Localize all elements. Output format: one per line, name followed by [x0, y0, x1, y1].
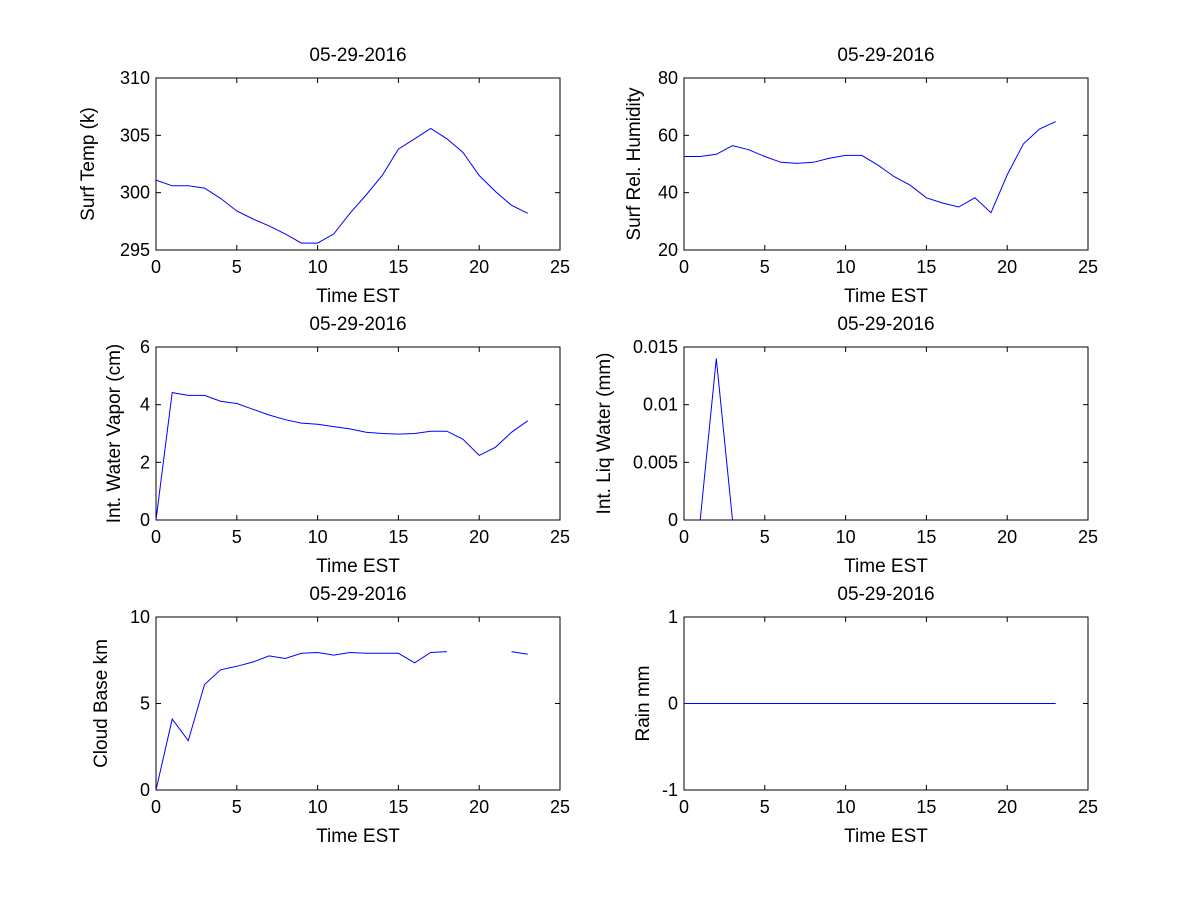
- y-tick-label: 0: [140, 510, 150, 530]
- y-tick-label: 4: [140, 395, 150, 415]
- chart-title: 05-29-2016: [309, 584, 406, 605]
- y-axis-label: Cloud Base km: [91, 639, 112, 768]
- x-axis-label: Time EST: [844, 286, 928, 307]
- x-tick-label: 5: [760, 527, 770, 547]
- subplot-4: 0 5 10 15 20 25 0 0.005 0.01 0.015 05-29-2016 Time …: [594, 314, 1098, 577]
- x-tick-label: 20: [469, 797, 489, 817]
- y-axis-label: Surf Rel. Humidity: [624, 87, 645, 241]
- x-tick-label: 20: [997, 797, 1017, 817]
- subplot-3: 0 5 10 15 20 25 0 2 4 6 05-29-2016 Time EST Int. Wat…: [104, 314, 570, 577]
- y-tick-label: 5: [140, 694, 150, 714]
- x-tick-label: 15: [388, 797, 408, 817]
- y-axis-label: Rain mm: [633, 665, 654, 741]
- series-line: [155, 651, 447, 791]
- x-tick-label: 0: [151, 797, 161, 817]
- series-line: [155, 127, 528, 244]
- series-line: [699, 358, 733, 521]
- x-tick-label: 25: [1078, 257, 1098, 277]
- x-axis-label: Time EST: [844, 556, 928, 577]
- y-tick-label: 0: [140, 780, 150, 800]
- x-tick-label: 10: [308, 797, 328, 817]
- y-tick-label: 0.01: [643, 395, 678, 415]
- x-tick-label: 20: [469, 257, 489, 277]
- x-tick-label: 20: [997, 257, 1017, 277]
- x-tick-label: 5: [760, 257, 770, 277]
- x-tick-label: 0: [679, 797, 689, 817]
- x-tick-label: 15: [388, 527, 408, 547]
- x-axis-label: Time EST: [316, 556, 400, 577]
- plot-area: [683, 77, 1089, 251]
- x-tick-label: 25: [1078, 527, 1098, 547]
- chart-title: 05-29-2016: [309, 314, 406, 335]
- x-tick-label: 0: [151, 257, 161, 277]
- y-tick-label: 310: [120, 68, 150, 88]
- plot-area: [155, 616, 561, 791]
- y-axis-label: Int. Water Vapor (cm): [104, 344, 125, 523]
- x-tick-label: 5: [232, 527, 242, 547]
- y-tick-label: 80: [658, 68, 678, 88]
- y-tick-label: 295: [120, 240, 150, 260]
- series-line: [155, 392, 528, 521]
- y-axis-label: Int. Liq Water (mm): [594, 353, 615, 515]
- x-tick-label: 25: [1078, 797, 1098, 817]
- chart-title: 05-29-2016: [837, 45, 934, 66]
- x-tick-label: 15: [916, 797, 936, 817]
- subplot-2: 0 5 10 15 20 25 20 40 60 80 05-29-2016 Time EST Surf…: [624, 45, 1098, 307]
- plot-area: [155, 346, 561, 521]
- y-tick-label: 60: [658, 125, 678, 145]
- x-tick-label: 25: [550, 257, 570, 277]
- y-tick-label: 0.015: [633, 337, 678, 357]
- y-tick-label: 40: [658, 183, 678, 203]
- x-tick-label: 20: [997, 527, 1017, 547]
- x-tick-label: 0: [679, 527, 689, 547]
- chart-title: 05-29-2016: [837, 314, 934, 335]
- x-tick-label: 5: [760, 797, 770, 817]
- series-line: [684, 121, 1056, 214]
- x-tick-label: 10: [836, 527, 856, 547]
- chart-title: 05-29-2016: [309, 45, 406, 66]
- y-tick-label: 0: [668, 510, 678, 530]
- x-tick-label: 5: [232, 257, 242, 277]
- x-tick-label: 10: [836, 257, 856, 277]
- x-tick-label: 25: [550, 797, 570, 817]
- x-axis-label: Time EST: [316, 286, 400, 307]
- x-tick-label: 10: [836, 797, 856, 817]
- y-tick-label: 10: [130, 607, 150, 627]
- x-tick-label: 25: [550, 527, 570, 547]
- x-axis-label: Time EST: [844, 826, 928, 847]
- x-tick-label: 15: [916, 527, 936, 547]
- y-tick-label: 6: [140, 337, 150, 357]
- y-axis-label: Surf Temp (k): [78, 107, 99, 221]
- y-tick-label: 2: [140, 452, 150, 472]
- subplot-5: 0 5 10 15 20 25 0 5 10 05-29-2016 Time EST Cloud Ba…: [91, 584, 570, 847]
- subplot-1: 0 5 10 15 20 25 295 300 305 310 05-29-2016 Time EST…: [78, 45, 570, 307]
- x-tick-label: 0: [679, 257, 689, 277]
- series-line: [511, 651, 528, 655]
- x-axis-label: Time EST: [316, 826, 400, 847]
- x-tick-label: 15: [388, 257, 408, 277]
- y-tick-label: 20: [658, 240, 678, 260]
- x-tick-label: 20: [469, 527, 489, 547]
- y-tick-label: 305: [120, 125, 150, 145]
- x-tick-label: 10: [308, 257, 328, 277]
- plot-area: [155, 77, 561, 251]
- x-tick-label: 15: [916, 257, 936, 277]
- y-tick-label: 0: [668, 694, 678, 714]
- x-tick-label: 10: [308, 527, 328, 547]
- x-tick-label: 0: [151, 527, 161, 547]
- y-tick-label: 0.005: [633, 452, 678, 472]
- y-tick-label: 1: [668, 607, 678, 627]
- y-tick-label: -1: [662, 780, 678, 800]
- y-tick-label: 300: [120, 183, 150, 203]
- chart-title: 05-29-2016: [837, 584, 934, 605]
- x-tick-label: 5: [232, 797, 242, 817]
- plot-area: [683, 346, 1089, 521]
